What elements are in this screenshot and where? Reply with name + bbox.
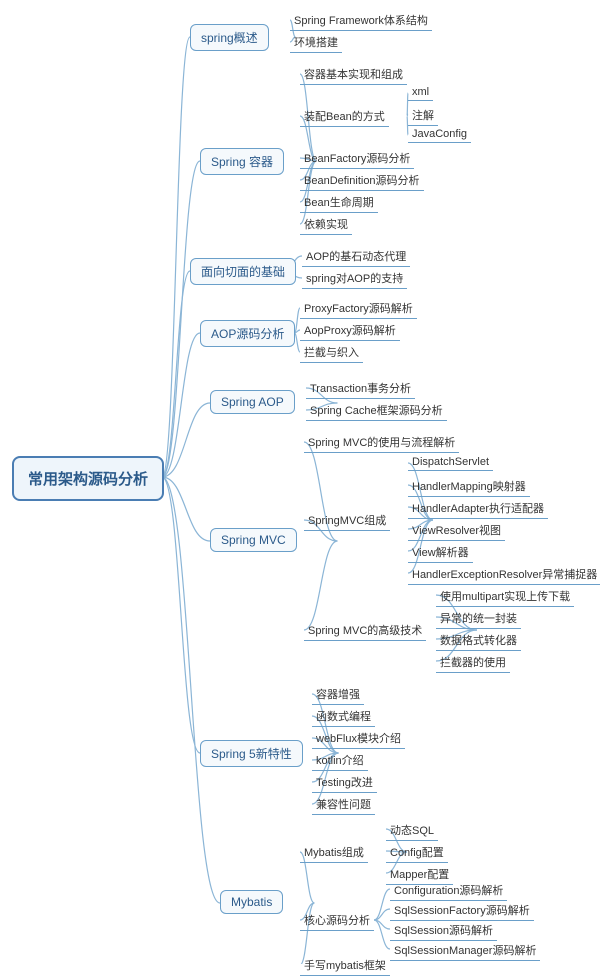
sub-5-1-0: DispatchServlet	[408, 454, 493, 471]
leaf-6-2: webFlux模块介绍	[312, 728, 405, 749]
branch-5: Spring MVC	[210, 528, 297, 552]
sub-5-2-1: 异常的统一封装	[436, 608, 521, 629]
leaf-2-1: spring对AOP的支持	[302, 268, 407, 289]
leaf-1-2: BeanFactory源码分析	[300, 148, 414, 169]
leaf-5-0: Spring MVC的使用与流程解析	[304, 432, 459, 453]
leaf-6-5: 兼容性问题	[312, 794, 375, 815]
sub-7-1-1: SqlSessionFactory源码解析	[390, 900, 534, 921]
branch-4: Spring AOP	[210, 390, 295, 414]
leaf-6-3: kotlin介绍	[312, 750, 368, 771]
leaf-0-1: 环境搭建	[290, 32, 342, 53]
leaf-7-2: 手写mybatis框架	[300, 955, 390, 976]
sub-1-1-1: 注解	[408, 105, 438, 126]
branch-1: Spring 容器	[200, 148, 284, 175]
sub-5-2-0: 使用multipart实现上传下载	[436, 586, 574, 607]
branch-6: Spring 5新特性	[200, 740, 303, 767]
sub-1-1-0: xml	[408, 84, 433, 101]
root-node: 常用架构源码分析	[12, 456, 164, 501]
leaf-3-2: 拦截与织入	[300, 342, 363, 363]
sub-5-2-2: 数据格式转化器	[436, 630, 521, 651]
branch-0: spring概述	[190, 24, 269, 51]
sub-5-1-1: HandlerMapping映射器	[408, 476, 530, 497]
sub-5-1-2: HandlerAdapter执行适配器	[408, 498, 548, 519]
leaf-1-0: 容器基本实现和组成	[300, 64, 407, 85]
leaf-2-0: AOP的基石动态代理	[302, 246, 410, 267]
sub-7-0-1: Config配置	[386, 842, 448, 863]
leaf-1-5: 依赖实现	[300, 214, 352, 235]
leaf-6-0: 容器增强	[312, 684, 364, 705]
leaf-5-2: Spring MVC的高级技术	[304, 620, 426, 641]
sub-7-1-0: Configuration源码解析	[390, 880, 507, 901]
branch-7: Mybatis	[220, 890, 283, 914]
branch-3: AOP源码分析	[200, 320, 295, 347]
leaf-1-3: BeanDefinition源码分析	[300, 170, 424, 191]
branch-2: 面向切面的基础	[190, 258, 296, 285]
sub-5-1-5: HandlerExceptionResolver异常捕捉器	[408, 564, 600, 585]
sub-7-1-3: SqlSessionManager源码解析	[390, 940, 540, 961]
leaf-0-0: Spring Framework体系结构	[290, 10, 432, 31]
leaf-7-0: Mybatis组成	[300, 842, 368, 863]
leaf-6-1: 函数式编程	[312, 706, 375, 727]
leaf-3-0: ProxyFactory源码解析	[300, 298, 417, 319]
leaf-5-1: SpringMVC组成	[304, 510, 390, 531]
sub-7-1-2: SqlSession源码解析	[390, 920, 497, 941]
leaf-6-4: Testing改进	[312, 772, 377, 793]
sub-7-0-0: 动态SQL	[386, 820, 438, 841]
leaf-3-1: AopProxy源码解析	[300, 320, 400, 341]
leaf-4-0: Transaction事务分析	[306, 378, 415, 399]
sub-5-1-4: View解析器	[408, 542, 473, 563]
sub-5-1-3: ViewResolver视图	[408, 520, 505, 541]
leaf-4-1: Spring Cache框架源码分析	[306, 400, 447, 421]
sub-1-1-2: JavaConfig	[408, 126, 471, 143]
leaf-1-1: 装配Bean的方式	[300, 106, 389, 127]
leaf-7-1: 核心源码分析	[300, 910, 374, 931]
leaf-1-4: Bean生命周期	[300, 192, 378, 213]
sub-5-2-3: 拦截器的使用	[436, 652, 510, 673]
